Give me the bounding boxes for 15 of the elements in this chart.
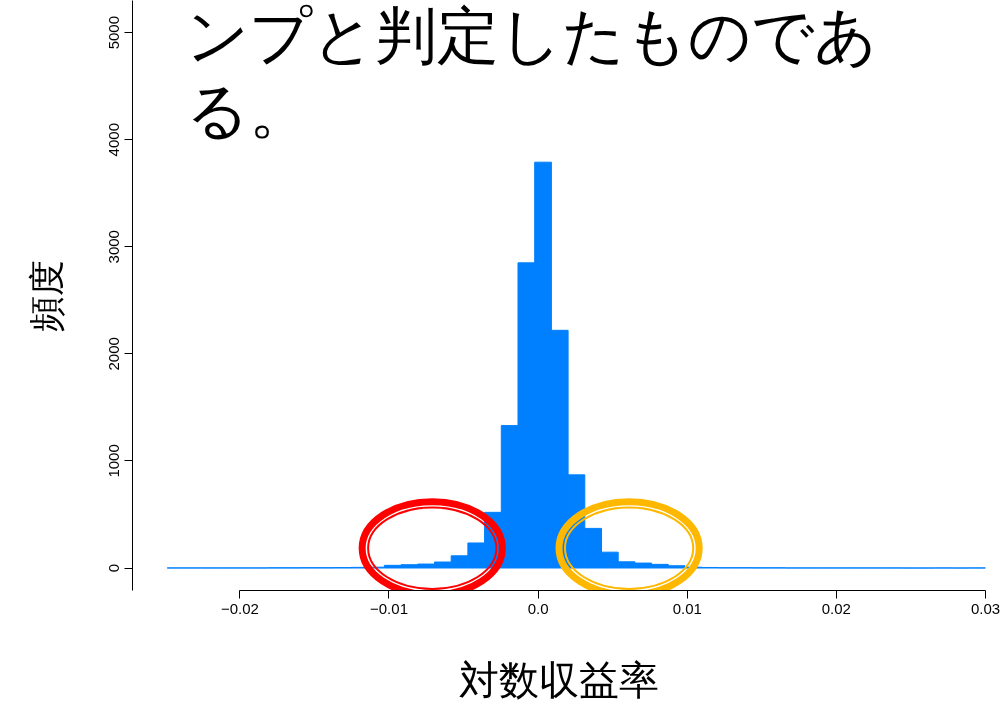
x-tick-label: 0.03	[970, 599, 1001, 617]
y-tick-label: 4000	[105, 123, 123, 157]
annotation: ンプと判定したものである。	[185, 0, 877, 147]
y-tick-label: 5000	[105, 15, 123, 50]
y-tick-label: 0	[105, 563, 123, 573]
x-axis-title: 対数収益率	[459, 656, 659, 703]
y-tick-label: 1000	[105, 444, 123, 478]
x-tick-label: 0.01	[672, 599, 702, 617]
x-tick-label: −0.01	[370, 599, 408, 617]
x-tick-label: −0.02	[220, 599, 259, 617]
y-tick-label: 2000	[105, 337, 123, 371]
x-tick-label: 0.0	[527, 599, 549, 617]
y-tick-label: 3000	[105, 230, 123, 264]
y-axis-title: 頻度	[25, 259, 67, 332]
x-tick-label: 0.02	[821, 599, 851, 617]
